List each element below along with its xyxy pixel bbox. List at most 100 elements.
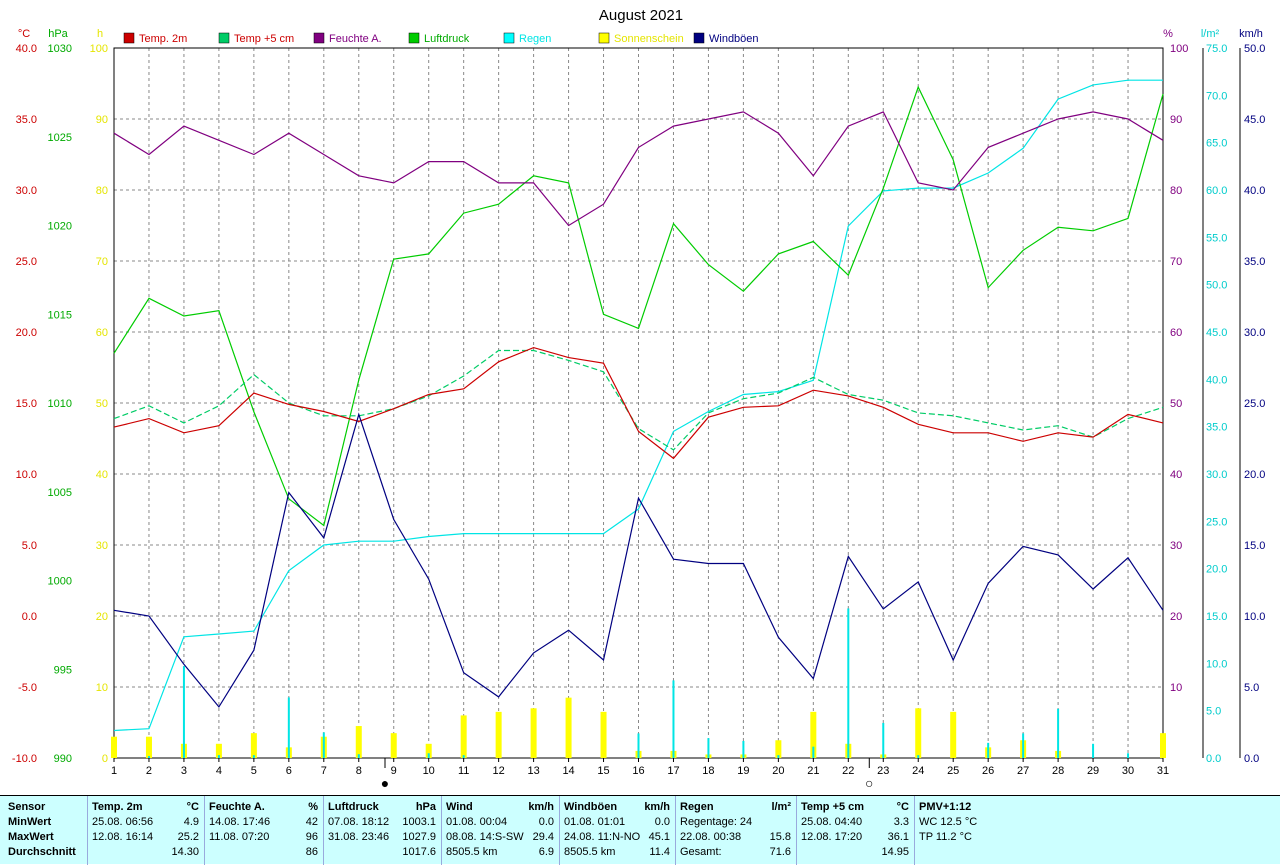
- sunshine-tick-label: 50: [96, 398, 108, 410]
- statistics-panel: Sensor MinWert MaxWert Durchschnitt Temp. 2m…: [0, 795, 1280, 865]
- x-tick-label: 24: [912, 765, 924, 777]
- sunshine-bar: [355, 726, 362, 758]
- rain-bar: [1022, 733, 1025, 758]
- stats-cell-value: 1027.9: [402, 831, 436, 843]
- rain-bar: [462, 755, 465, 758]
- stats-cell-value: 0.0: [654, 816, 670, 828]
- legend-label: Sonnenschein: [614, 33, 684, 45]
- sunshine-bar: [915, 708, 922, 758]
- column-title: Temp. 2m: [92, 801, 143, 813]
- x-tick-label: 25: [947, 765, 959, 777]
- stats-cell-info: 24.08. 11:N-NO: [564, 831, 641, 843]
- rain-bar: [1057, 708, 1060, 758]
- wind-tick-label: 10.0: [1244, 611, 1265, 623]
- sunshine-tick-label: 60: [96, 327, 108, 339]
- rain-bar: [427, 753, 430, 758]
- x-tick-label: 15: [597, 765, 609, 777]
- column-unit: hPa: [415, 801, 436, 813]
- stats-cell-info: 8505.5 km: [564, 846, 616, 858]
- temp-tick-label: 0.0: [22, 611, 37, 623]
- x-tick-label: 2: [146, 765, 152, 777]
- rain-bar: [707, 738, 710, 758]
- rain-bar: [182, 666, 185, 758]
- legend-label: Feuchte A.: [329, 33, 382, 45]
- stats-cell-info: 12.08. 17:20: [801, 831, 863, 843]
- wind-tick-label: 0.0: [1244, 753, 1259, 765]
- column-divider: [441, 796, 442, 865]
- stats-cell-value: 71.6: [769, 846, 791, 858]
- rain-tick-label: 30.0: [1206, 469, 1227, 481]
- stats-cell-value: 14.30: [171, 846, 199, 858]
- stats-cell-row: 8505.5 km 11.4: [560, 845, 676, 860]
- pressure-tick-label: 1030: [48, 43, 72, 55]
- rain-unit-label: l/m²: [1201, 28, 1220, 40]
- x-tick-label: 16: [632, 765, 644, 777]
- stats-cell-info: 31.08. 23:46: [328, 831, 390, 843]
- stats-row-label: Durchschnitt: [0, 845, 88, 860]
- x-tick-label: 1: [111, 765, 117, 777]
- sunshine-tick-label: 70: [96, 256, 108, 268]
- rain-bar: [252, 755, 255, 758]
- wind-tick-label: 40.0: [1244, 185, 1265, 197]
- stats-cell-row: 14.08. 17:46 42: [205, 815, 324, 830]
- stats-cell-info: TP 11.2 °C: [919, 831, 972, 843]
- rain-bar: [672, 680, 675, 758]
- legend-swatch: [123, 32, 135, 44]
- x-tick-label: 8: [356, 765, 362, 777]
- stats-column-header: Feuchte A.%: [205, 800, 324, 815]
- column-title: Luftdruck: [328, 801, 379, 813]
- stats-row-label: MinWert: [0, 815, 88, 830]
- stats-cell-info: 22.08. 00:38: [680, 831, 742, 843]
- humidity-tick-label: 80: [1170, 185, 1182, 197]
- stats-cell-info: 8505.5 km: [446, 846, 498, 858]
- temp-tick-label: -5.0: [18, 682, 37, 694]
- stats-cell-value: 1017.6: [402, 846, 436, 858]
- row-label: MinWert: [8, 816, 52, 828]
- legend-label: Regen: [519, 33, 551, 45]
- stats-cell-value: 4.9: [183, 816, 199, 828]
- rain-bar: [917, 755, 920, 758]
- humidity-tick-label: 70: [1170, 256, 1182, 268]
- stats-cell-info: 14.08. 17:46: [209, 816, 271, 828]
- x-tick-label: 26: [982, 765, 994, 777]
- column-divider: [204, 796, 205, 865]
- wind-unit-label: km/h: [1239, 28, 1263, 40]
- rain-bar: [357, 754, 360, 758]
- x-tick-label: 31: [1157, 765, 1169, 777]
- wind-tick-label: 50.0: [1244, 43, 1265, 55]
- column-title: PMV+1:12: [919, 801, 972, 813]
- stats-column: Luftdruck hPa 07.08. 18:12 1003.1 31.08. 23:…: [324, 796, 442, 865]
- sunshine-tick-label: 100: [90, 43, 108, 55]
- rain-tick-label: 60.0: [1206, 185, 1227, 197]
- stats-cell-info: 01.08. 01:01: [564, 816, 626, 828]
- stats-cell-row: 01.08. 00:04 0.0: [442, 815, 560, 830]
- row-label: MaxWert: [8, 831, 54, 843]
- rain-bar: [287, 697, 290, 758]
- sunshine-bar: [250, 733, 257, 758]
- stats-cell-value: 11.4: [649, 846, 670, 858]
- stats-cell-row: 86: [205, 845, 324, 860]
- stats-cell-row: 25.08. 06:56 4.9: [88, 815, 205, 830]
- wind-tick-label: 15.0: [1244, 540, 1265, 552]
- x-tick-label: 14: [562, 765, 574, 777]
- rain-tick-label: 20.0: [1206, 564, 1227, 576]
- stats-cell-info: Gesamt:: [680, 846, 722, 858]
- x-tick-label: 23: [877, 765, 889, 777]
- stats-column: Feuchte A.% 14.08. 17:46 42 11.08. 07:20 96 8…: [205, 796, 324, 865]
- sunshine-bar: [810, 711, 817, 758]
- legend-label: Windböen: [709, 33, 759, 45]
- sunshine-bar: [425, 743, 432, 758]
- legend-label: Temp. 2m: [139, 33, 187, 45]
- column-divider: [675, 796, 676, 865]
- stats-column: Regen l/m² Regentage: 24 22.08. 00:38 15.8 Ge…: [676, 796, 797, 865]
- wind-tick-label: 30.0: [1244, 327, 1265, 339]
- stats-cell-row: 22.08. 00:38 15.8: [676, 830, 797, 845]
- column-unit: km/h: [528, 801, 554, 813]
- sunshine-tick-label: 40: [96, 469, 108, 481]
- pressure-unit-label: hPa: [48, 28, 68, 40]
- temp-tick-label: 25.0: [16, 256, 37, 268]
- column-unit: °C: [896, 801, 909, 813]
- column-divider: [796, 796, 797, 865]
- stats-row-label: Sensor: [0, 800, 88, 815]
- rain-bar: [217, 755, 220, 758]
